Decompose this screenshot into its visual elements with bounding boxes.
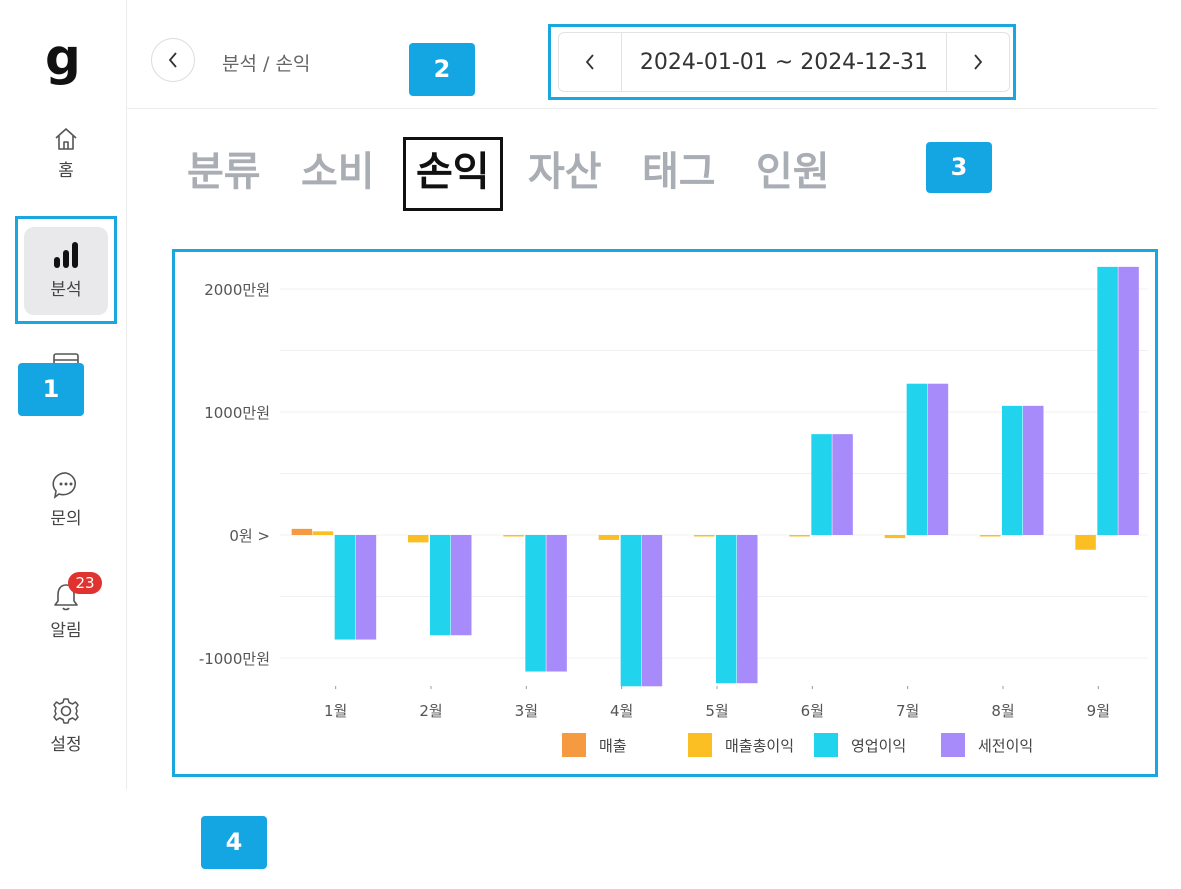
tab-category[interactable]: 분류 (187, 149, 261, 195)
breadcrumb: 분석 / 손익 (222, 53, 311, 75)
highlight-box-3 (548, 24, 1016, 100)
chevron-left-icon (585, 54, 594, 70)
callout-1: 1 (18, 363, 84, 416)
highlight-box-4 (172, 249, 1158, 777)
sidebar-item-analysis[interactable]: 분석 (24, 227, 108, 315)
sidebar-item-label: 분석 (50, 280, 82, 300)
chevron-left-icon (168, 52, 177, 68)
sidebar-item-label: 알림 (50, 621, 82, 641)
sidebar-item-inquiry[interactable]: 문의 (24, 470, 108, 529)
header-divider (126, 108, 1158, 109)
highlight-box-1 (15, 216, 117, 324)
date-next-button[interactable] (947, 33, 1009, 91)
callout-3: 3 (926, 142, 992, 193)
date-range-picker: 2024-01-01 ~ 2024-12-31 (558, 32, 1010, 92)
gear-icon (53, 698, 79, 724)
tab-profit-loss[interactable]: 손익 (416, 149, 490, 195)
tab-spending[interactable]: 소비 (301, 149, 375, 195)
date-prev-button[interactable] (559, 33, 621, 91)
chevron-right-icon (974, 54, 983, 70)
tab-assets[interactable]: 자산 (528, 149, 602, 195)
date-range-text[interactable]: 2024-01-01 ~ 2024-12-31 (621, 33, 947, 91)
sidebar-item-label: 설정 (50, 735, 82, 755)
notification-badge: 23 (68, 572, 102, 594)
tab-tags[interactable]: 태그 (642, 149, 716, 195)
callout-2: 2 (409, 43, 475, 96)
sidebar-item-settings[interactable]: 설정 (24, 696, 108, 755)
home-icon (55, 128, 77, 150)
sidebar-item-label: 문의 (50, 509, 82, 529)
sidebar-item-label: 홈 (58, 161, 74, 181)
back-button[interactable] (151, 38, 195, 82)
sidebar: g 홈 분석 문의 알림 23 (0, 0, 127, 790)
callout-4: 4 (201, 816, 267, 869)
app-logo[interactable]: g (45, 28, 81, 86)
chat-icon (52, 472, 76, 499)
bar-chart-icon (54, 242, 78, 268)
sidebar-item-home[interactable]: 홈 (24, 126, 108, 181)
sidebar-item-notifications[interactable]: 알림 23 (24, 572, 108, 641)
active-tab-outline (403, 137, 503, 211)
tab-members[interactable]: 인원 (756, 149, 830, 195)
